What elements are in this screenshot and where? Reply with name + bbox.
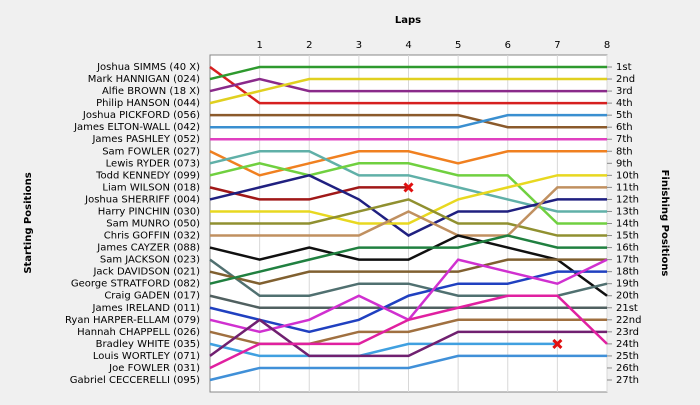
legend-label: Joe FOWLER (031) (108, 363, 200, 374)
legend-label: Harry PINCHIN (030) (98, 206, 200, 217)
y2-tick-label: 10th (616, 170, 639, 181)
y2-tick-label: 4th (616, 98, 633, 109)
legend-label: Mark HANNIGAN (024) (88, 74, 200, 85)
x-tick-label: 4 (405, 40, 411, 51)
y2-tick-label: 21st (616, 303, 638, 314)
y2-tick-label: 5th (616, 110, 633, 121)
y2-tick-label: 13th (616, 206, 639, 217)
y2-tick-label: 15th (616, 231, 639, 242)
series-line (209, 77, 607, 93)
legend-label: Bradley WHITE (035) (96, 339, 200, 350)
series-line (210, 113, 607, 129)
series-line (209, 150, 607, 177)
y2-tick-label: 2nd (616, 74, 635, 85)
legend-label: Joshua SHERRIFF (004) (84, 194, 200, 205)
y2-tick-label: 27th (616, 375, 639, 386)
series-line (209, 65, 607, 81)
y2-tick-label: 20th (616, 291, 639, 302)
legend-label: Craig GADEN (017) (104, 291, 200, 302)
x-tick-label: 8 (604, 40, 610, 51)
y2-tick-label: 7th (616, 134, 633, 145)
legend-label: Sam FOWLER (027) (102, 146, 200, 157)
legend-label: Alfie BROWN (18 X) (102, 86, 200, 97)
y2-tick-label: 16th (616, 243, 639, 254)
series-line (209, 342, 558, 358)
y2-tick-label: 17th (616, 255, 639, 266)
legend-label: Gabriel CECCERELLI (095) (70, 375, 200, 386)
y2-tick-label: 23rd (616, 327, 639, 338)
legend-label: Joshua SIMMS (40 X) (96, 62, 200, 73)
series-line (210, 174, 607, 225)
series-line (210, 186, 607, 237)
legend-label: Lewis RYDER (073) (106, 158, 200, 169)
x-tick-label: 7 (554, 40, 560, 51)
legend-label: Chris GOFFIN (032) (104, 231, 200, 242)
y2-tick-label: 19th (616, 279, 639, 290)
y2-tick-label: 12th (616, 194, 639, 205)
legend-label: Todd KENNEDY (099) (95, 170, 200, 181)
series-line (209, 318, 607, 358)
legend-label: James ELTON-WALL (042) (73, 122, 200, 133)
y-axis-title: Starting Positions (23, 172, 34, 273)
series-line (209, 77, 607, 105)
series-line (209, 65, 607, 105)
legend-label: Hannah CHAPPELL (026) (77, 327, 200, 338)
series-line (209, 270, 607, 334)
x-tick-label: 5 (455, 40, 461, 51)
y2-tick-label: 24th (616, 339, 639, 350)
legend-label: Jack DAVIDSON (021) (92, 267, 200, 278)
retired-marker (552, 338, 563, 349)
legend-label: Sam MUNRO (050) (106, 219, 200, 230)
legend-label: James CAYZER (088) (96, 243, 200, 254)
legend-label: Louis WORTLEY (071) (93, 351, 200, 362)
legend-label: James IRELAND (011) (92, 303, 201, 314)
chart-title: Laps (395, 15, 421, 26)
legend-label: Liam WILSON (018) (102, 182, 200, 193)
series-line (209, 186, 409, 201)
y2-tick-label: 1st (616, 62, 632, 73)
y2-tick-label: 26th (616, 363, 639, 374)
y2-tick-label: 11th (616, 182, 639, 193)
series-line (209, 294, 607, 310)
legend-label: James PASHLEY (052) (91, 134, 200, 145)
series-line (209, 258, 607, 285)
x-tick-label: 1 (256, 40, 262, 51)
y2-tick-label: 22nd (616, 315, 641, 326)
legend-label: Sam JACKSON (023) (100, 255, 200, 266)
legend-label: Ryan HARPER-ELLAM (079) (65, 315, 200, 326)
x-tick-label: 3 (356, 40, 362, 51)
series-line (209, 234, 608, 297)
legend-label: Philip HANSON (044) (96, 98, 200, 109)
series-line (209, 354, 607, 382)
series-line (209, 162, 607, 225)
series-line (210, 198, 607, 237)
series-line (210, 113, 607, 129)
y2-axis-title: Finishing Positions (659, 170, 670, 277)
series-line (209, 294, 608, 370)
y2-tick-label: 6th (616, 122, 633, 133)
x-tick-label: 2 (306, 40, 312, 51)
legend-label: Joshua PICKFORD (056) (82, 110, 200, 121)
series-line (209, 234, 607, 285)
y2-tick-label: 25th (616, 351, 639, 362)
retired-marker (403, 182, 414, 193)
y2-tick-label: 9th (616, 158, 633, 169)
y2-tick-label: 18th (616, 267, 639, 278)
y2-tick-label: 3rd (616, 86, 633, 97)
legend-label: George STRATFORD (082) (71, 279, 200, 290)
x-tick-label: 6 (505, 40, 511, 51)
y2-tick-label: 8th (616, 146, 633, 157)
y2-tick-label: 14th (616, 219, 639, 230)
